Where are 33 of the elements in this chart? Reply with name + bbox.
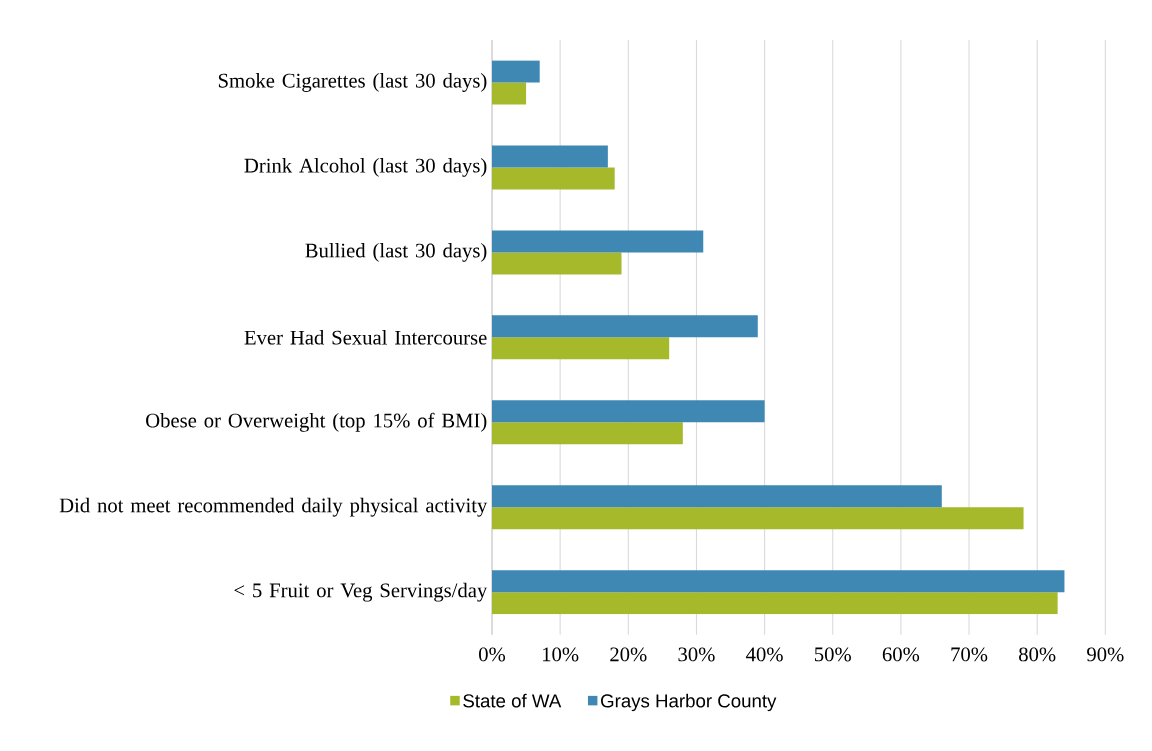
legend-label: Grays Harbor County — [601, 693, 777, 712]
bar — [492, 337, 670, 360]
legend-label: State of WA — [463, 693, 562, 708]
x-tick-label: 70% — [951, 647, 988, 662]
y-tick-label: Obese or Overweight (top 15% of BMI) — [146, 412, 487, 432]
bar — [492, 60, 540, 83]
bar — [492, 167, 615, 190]
x-tick-label: 90% — [1087, 647, 1124, 662]
bar — [492, 145, 608, 168]
bar — [492, 485, 942, 508]
x-tick-label: 30% — [678, 647, 715, 662]
bar — [492, 592, 1058, 615]
bar — [492, 252, 622, 275]
bar — [492, 570, 1065, 593]
y-tick-label: Ever Had Sexual Intercourse — [244, 330, 487, 345]
x-tick-label: 80% — [1019, 647, 1056, 662]
bar — [492, 230, 704, 253]
bar — [492, 315, 758, 338]
y-tick-label: Smoke Cigarettes (last 30 days) — [218, 73, 487, 93]
bar — [492, 422, 683, 445]
x-tick-label: 10% — [543, 647, 579, 662]
x-tick-label: 60% — [882, 647, 920, 662]
x-tick-label: 0% — [479, 647, 506, 662]
x-tick-label: 40% — [746, 647, 783, 662]
y-tick-label: < 5 Fruit or Veg Servings/day — [234, 582, 488, 602]
y-tick-label: Did not meet recommended daily physical activity — [59, 498, 488, 517]
x-tick-label: 50% — [815, 647, 851, 662]
y-tick-label: Bullied (last 30 days) — [305, 243, 487, 262]
bar — [492, 507, 1024, 530]
y-tick-label: Drink Alcohol (last 30 days) — [244, 158, 487, 177]
bar — [492, 400, 765, 423]
x-tick-label: 20% — [610, 647, 647, 662]
bar — [492, 82, 527, 105]
